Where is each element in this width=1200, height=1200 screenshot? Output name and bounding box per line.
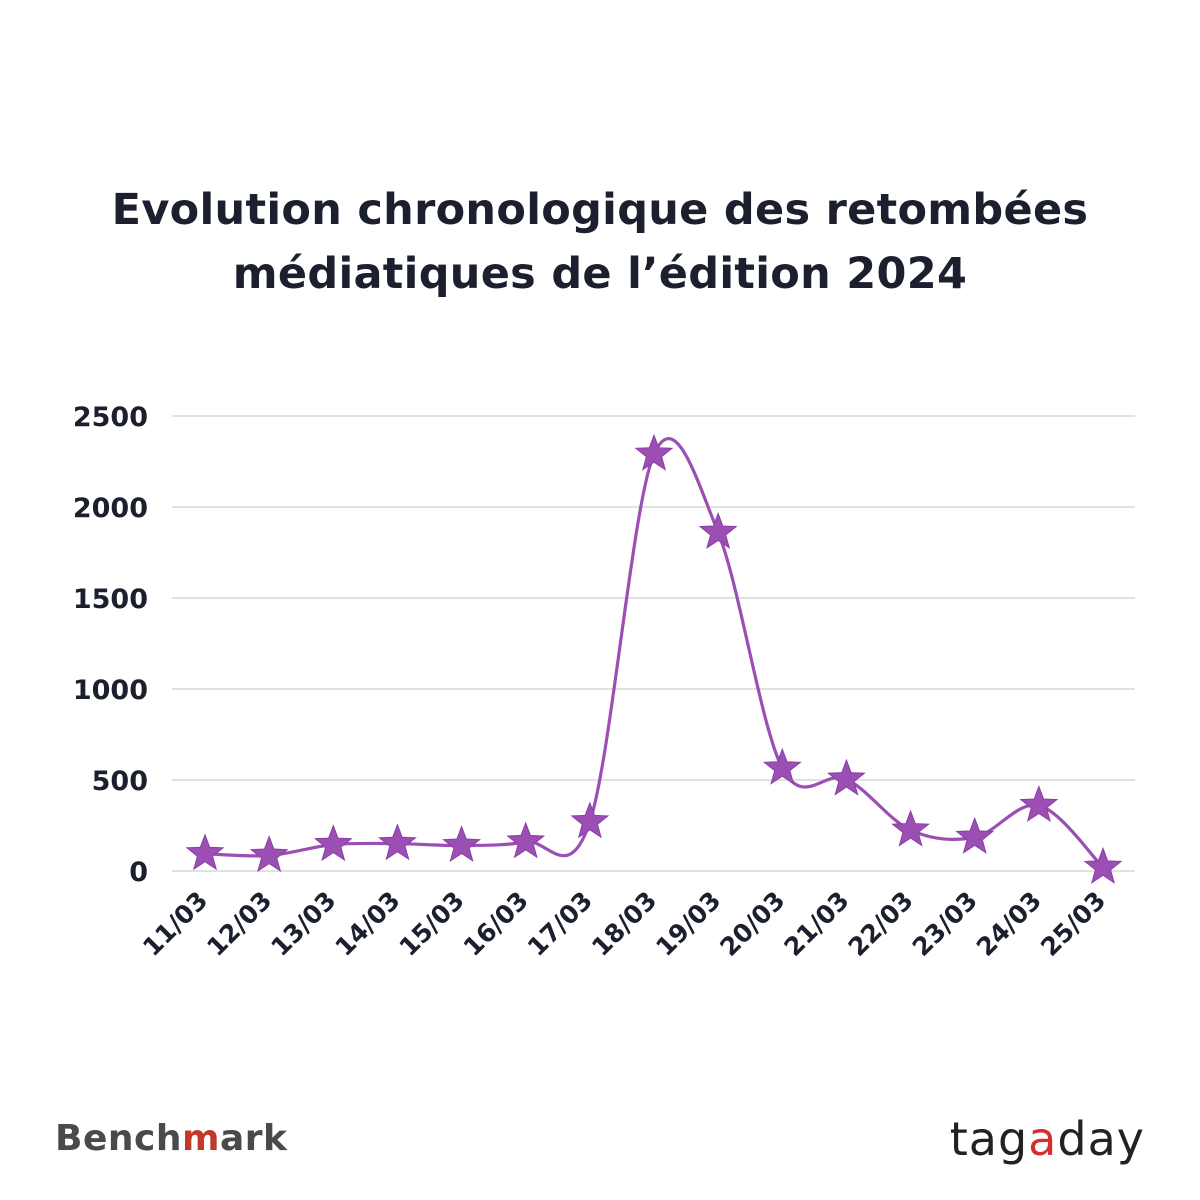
x-tick-label: 13/03	[265, 886, 341, 962]
x-tick-label: 21/03	[779, 886, 855, 962]
benchmark-logo: Benchmark	[55, 1118, 287, 1159]
y-tick-label: 1500	[73, 584, 148, 615]
data-point-star-marker	[506, 821, 546, 859]
tagaday-logo-text-end: day	[1057, 1112, 1145, 1166]
y-tick-label: 500	[92, 766, 148, 797]
x-tick-label: 11/03	[137, 886, 213, 962]
x-tick-label: 22/03	[843, 886, 919, 962]
x-tick-label: 20/03	[714, 886, 790, 962]
x-tick-label: 25/03	[1035, 886, 1111, 962]
x-tick-label: 23/03	[907, 886, 983, 962]
benchmark-logo-mark: m	[181, 1118, 220, 1159]
data-point-star-marker	[378, 823, 417, 861]
data-point-star-marker	[249, 835, 289, 873]
series-line	[204, 437, 1105, 869]
grid-lines	[172, 415, 1135, 872]
x-tick-label: 16/03	[458, 886, 534, 962]
tagaday-logo-mark: a	[1028, 1112, 1058, 1166]
data-point-star-marker	[891, 809, 930, 847]
tagaday-logo: tagaday	[950, 1112, 1145, 1166]
x-tick-label: 24/03	[971, 886, 1047, 962]
line-chart: 0 500 1000 1500 2000 2500 11/0312/0313/0314/0…	[73, 402, 1135, 962]
series-line-layer	[204, 437, 1105, 869]
data-point-star-marker	[762, 747, 802, 785]
x-tick-label: 14/03	[330, 886, 406, 962]
y-tick-label: 0	[129, 857, 148, 888]
data-point-star-marker	[570, 801, 610, 839]
tagaday-logo-text-start: tag	[949, 1112, 1029, 1166]
benchmark-logo-text-end: ark	[219, 1118, 288, 1159]
data-point-star-marker	[634, 433, 674, 471]
data-point-star-marker	[1019, 785, 1059, 823]
benchmark-logo-text-start: Bench	[55, 1118, 182, 1159]
data-point-star-marker	[1083, 846, 1123, 884]
y-tick-label: 1000	[73, 675, 148, 706]
x-tick-label: 15/03	[394, 886, 470, 962]
data-point-star-marker	[313, 824, 353, 862]
chart-title-line-1: Evolution chronologique des retombées	[111, 185, 1089, 235]
chart-title: Evolution chronologique des retombées mé…	[0, 178, 1200, 306]
chart-title-line-2: médiatiques de l’édition 2024	[232, 249, 968, 299]
y-tick-label: 2000	[73, 493, 148, 524]
x-axis-ticks: 11/0312/0313/0314/0315/0316/0317/0318/03…	[137, 886, 1111, 962]
x-tick-label: 12/03	[201, 886, 277, 962]
x-tick-label: 19/03	[650, 886, 726, 962]
data-point-star-marker	[185, 833, 225, 871]
data-markers	[185, 433, 1123, 884]
data-point-star-marker	[955, 816, 995, 854]
x-tick-label: 17/03	[522, 886, 598, 962]
x-tick-label: 18/03	[586, 886, 662, 962]
y-axis-ticks: 0 500 1000 1500 2000 2500	[73, 402, 148, 888]
data-point-star-marker	[827, 758, 866, 796]
y-tick-label: 2500	[73, 402, 148, 433]
data-point-star-marker	[442, 825, 481, 863]
data-point-star-marker	[698, 512, 738, 550]
